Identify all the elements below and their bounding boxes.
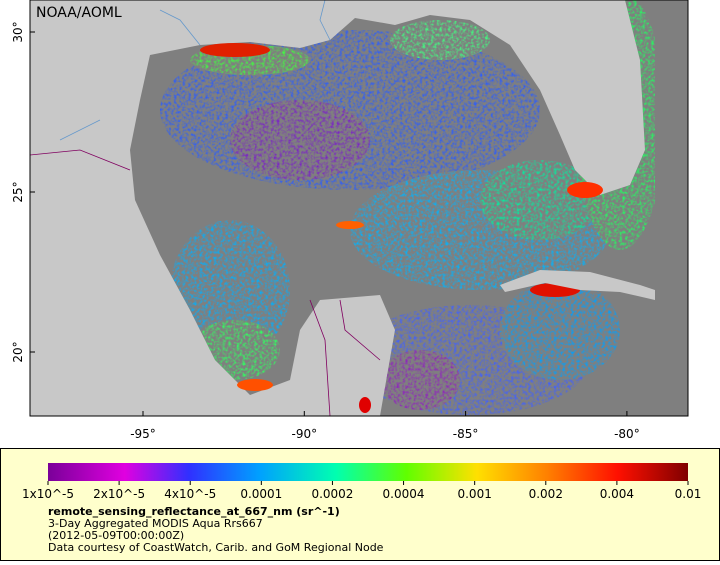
lon-axis: -95° -90° -85° -80° xyxy=(130,411,640,441)
lat-label: 30° xyxy=(11,21,25,42)
colorbar-label: 0.004 xyxy=(600,487,634,501)
lat-label: 25° xyxy=(11,181,25,202)
rivers xyxy=(59,0,331,141)
cuba xyxy=(500,270,655,300)
legend-line: (2012-05-09T00:00:00Z) xyxy=(48,529,184,542)
credit: NOAA/AOML xyxy=(36,5,122,21)
legend-line: 3-Day Aggregated MODIS Aqua Rrs667 xyxy=(48,517,263,530)
no-data-strip xyxy=(655,0,688,416)
lon-label: -90° xyxy=(291,427,317,441)
colorbar xyxy=(48,463,688,481)
lon-label: -95° xyxy=(130,427,156,441)
lon-label: -80° xyxy=(614,427,640,441)
lon-label: -85° xyxy=(453,427,479,441)
colorbar-label: 0.0004 xyxy=(383,487,425,501)
variable-name: remote_sensing_reflectance_at_667_nm (sr… xyxy=(48,505,340,518)
colorbar-label: 0.002 xyxy=(529,487,563,501)
colorbar-label: 0.0002 xyxy=(311,487,353,501)
borders xyxy=(30,149,381,416)
colorbar-label: 2x10^-5 xyxy=(93,487,145,501)
colorbar-labels: 1x10^-5 2x10^-5 4x10^-5 0.0001 0.0002 0.0004 0… xyxy=(22,481,701,501)
colorbar-label: 1x10^-5 xyxy=(22,487,74,501)
lat-axis: 30° 25° 20° xyxy=(11,21,35,363)
legend-lines: 3-Day Aggregated MODIS Aqua Rrs667(2012-… xyxy=(48,517,384,554)
map-frame xyxy=(29,0,689,417)
legend-line: Data courtesy of CoastWatch, Carib. and … xyxy=(48,541,384,554)
colorbar-label: 0.01 xyxy=(675,487,702,501)
colorbar-label: 0.0001 xyxy=(240,487,282,501)
map xyxy=(30,0,688,416)
colorbar-label: 4x10^-5 xyxy=(164,487,216,501)
lat-label: 20° xyxy=(11,341,25,362)
colorbar-label: 0.001 xyxy=(457,487,491,501)
